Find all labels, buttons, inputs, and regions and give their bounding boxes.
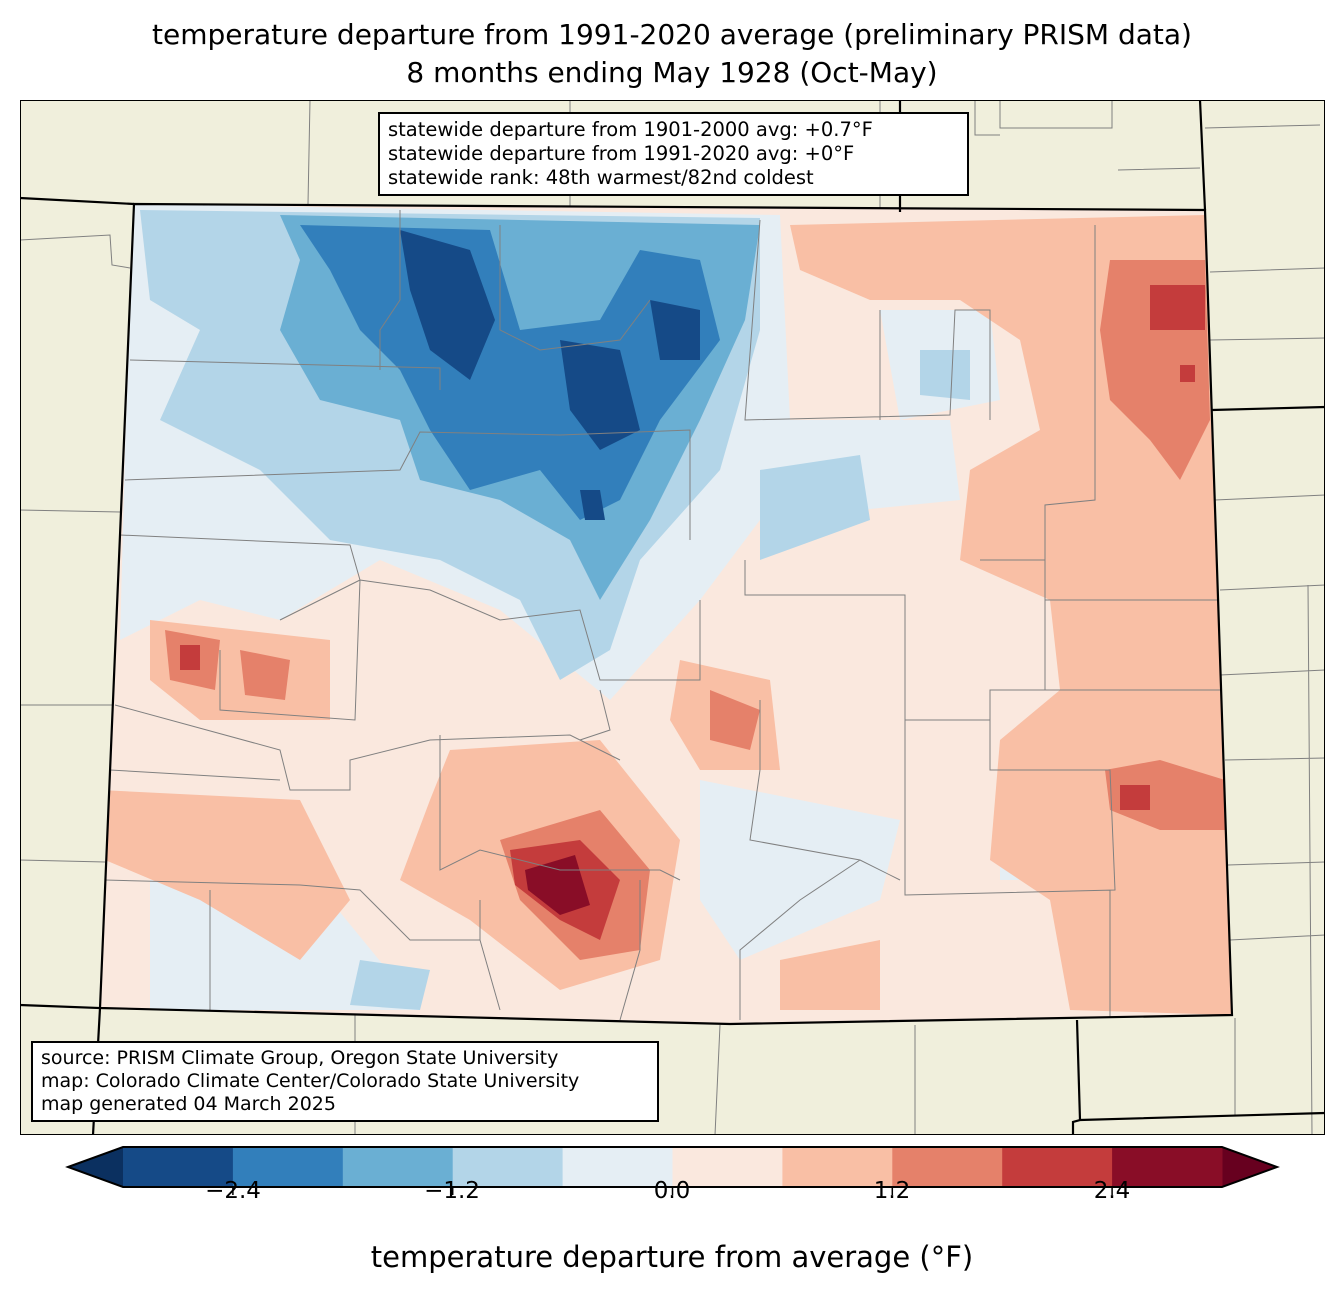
colorbar-outline — [65, 1146, 1280, 1188]
colorbar-under-arrow — [68, 1147, 123, 1187]
colorbar-tick: 1.2 — [873, 1178, 911, 1204]
stats-rank: statewide rank: 48th warmest/82nd coldes… — [388, 166, 814, 189]
colorbar-bin — [342, 1147, 454, 1187]
colorado-temperature-map — [20, 100, 1325, 1135]
colorbar-tick: 0.0 — [653, 1178, 691, 1204]
county-lines — [104, 210, 1225, 1021]
colorbar-tick: 2.4 — [1093, 1178, 1131, 1204]
stats-departure-1991-2020: statewide departure from 1991-2020 avg: … — [388, 142, 855, 165]
colorbar-bin — [892, 1147, 1003, 1187]
colorbar-bin — [562, 1147, 673, 1187]
map-title-line1: temperature departure from 1991-2020 ave… — [152, 18, 1192, 51]
map-generated-date: map generated 04 March 2025 — [41, 1093, 336, 1115]
colorbar-bin — [452, 1147, 564, 1187]
state-borders — [20, 100, 1325, 1135]
colorbar-bin — [123, 1147, 234, 1187]
source-credit: source: PRISM Climate Group, Oregon Stat… — [41, 1047, 559, 1069]
stats-departure-1901-2000: statewide departure from 1901-2000 avg: … — [388, 118, 873, 141]
temperature-contours — [100, 204, 1232, 1024]
colorbar-bin — [232, 1147, 344, 1187]
colorbar-label: temperature departure from average (°F) — [370, 1240, 974, 1274]
colorbar-over-arrow — [1222, 1147, 1277, 1187]
colorbar-bin — [672, 1147, 783, 1187]
map-credit: map: Colorado Climate Center/Colorado St… — [41, 1070, 580, 1092]
source-box: source: PRISM Climate Group, Oregon Stat… — [31, 1041, 659, 1122]
colorbar-tick: −1.2 — [424, 1178, 480, 1204]
colorbar-bin — [782, 1147, 893, 1187]
colorbar-tick: −2.4 — [205, 1178, 261, 1204]
statewide-stats-box: statewide departure from 1901-2000 avg: … — [378, 112, 969, 196]
map-title-line2: 8 months ending May 1928 (Oct-May) — [406, 56, 938, 89]
colorbar-bin — [1112, 1147, 1223, 1187]
colorbar — [65, 1146, 1280, 1195]
colorbar-bin — [1002, 1147, 1113, 1187]
